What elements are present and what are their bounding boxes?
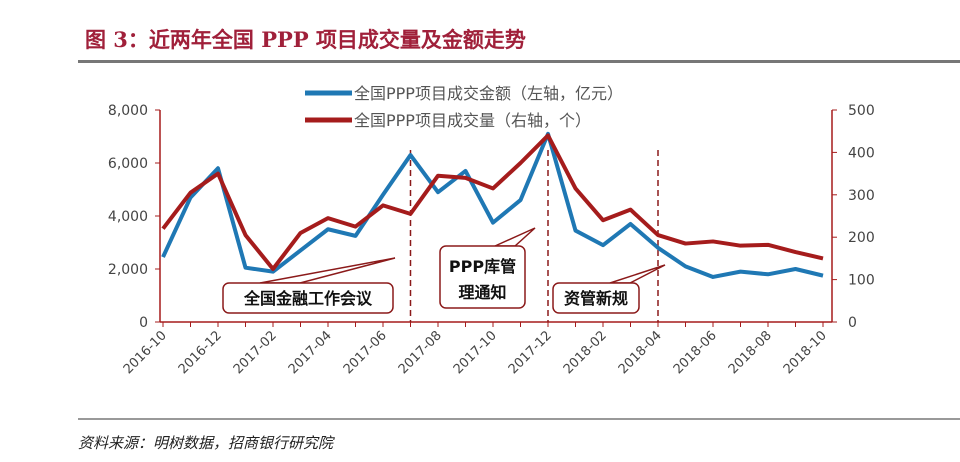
- right-tick-label: 300: [848, 188, 875, 204]
- legend-label: 全国PPP项目成交量（右轴，个）: [354, 111, 591, 130]
- x-tick-label: 2016-12: [176, 328, 225, 377]
- x-tick-label: 2018-10: [781, 328, 830, 377]
- left-tick-label: 8,000: [108, 103, 148, 119]
- callout-tail: [609, 264, 666, 284]
- callout-box: [552, 282, 640, 314]
- left-tick-label: 4,000: [108, 209, 148, 225]
- left-tick-label: 2,000: [108, 262, 148, 278]
- callout-text: 理通知: [458, 283, 506, 302]
- x-tick-label: 2018-02: [561, 328, 610, 377]
- chart-title: 图 3：近两年全国 PPP 项目成交量及金额走势: [85, 27, 526, 52]
- callout-box: [222, 282, 394, 314]
- right-tick-label: 400: [848, 145, 875, 161]
- callout-box: [439, 245, 526, 309]
- left-tick-label: 0: [139, 315, 148, 331]
- x-tick-label: 2018-08: [726, 328, 775, 377]
- footer-rule: [78, 418, 960, 420]
- right-tick-label: 500: [848, 103, 875, 119]
- x-tick-label: 2017-04: [286, 328, 335, 377]
- x-tick-label: 2016-10: [121, 328, 170, 377]
- callout-tail: [494, 227, 536, 247]
- x-tick-label: 2018-06: [671, 328, 720, 377]
- x-tick-label: 2017-02: [231, 328, 280, 377]
- source-note: 资料来源：明树数据，招商银行研究院: [78, 434, 334, 452]
- right-tick-label: 100: [848, 273, 875, 289]
- x-tick-label: 2017-08: [396, 328, 445, 377]
- x-tick-label: 2018-04: [616, 328, 665, 377]
- left-tick-label: 6,000: [108, 156, 148, 172]
- right-tick-label: 0: [848, 315, 857, 331]
- callout-text: PPP库管: [449, 257, 516, 276]
- legend-label: 全国PPP项目成交金额（左轴，亿元）: [354, 84, 623, 103]
- callout-text: 全国金融工作会议: [243, 289, 373, 308]
- callout-text: 资管新规: [564, 289, 628, 308]
- x-tick-label: 2017-06: [341, 328, 390, 377]
- right-tick-label: 200: [848, 230, 875, 246]
- x-tick-label: 2017-12: [506, 328, 555, 377]
- title-rule: [78, 60, 960, 63]
- x-tick-label: 2017-10: [451, 328, 500, 377]
